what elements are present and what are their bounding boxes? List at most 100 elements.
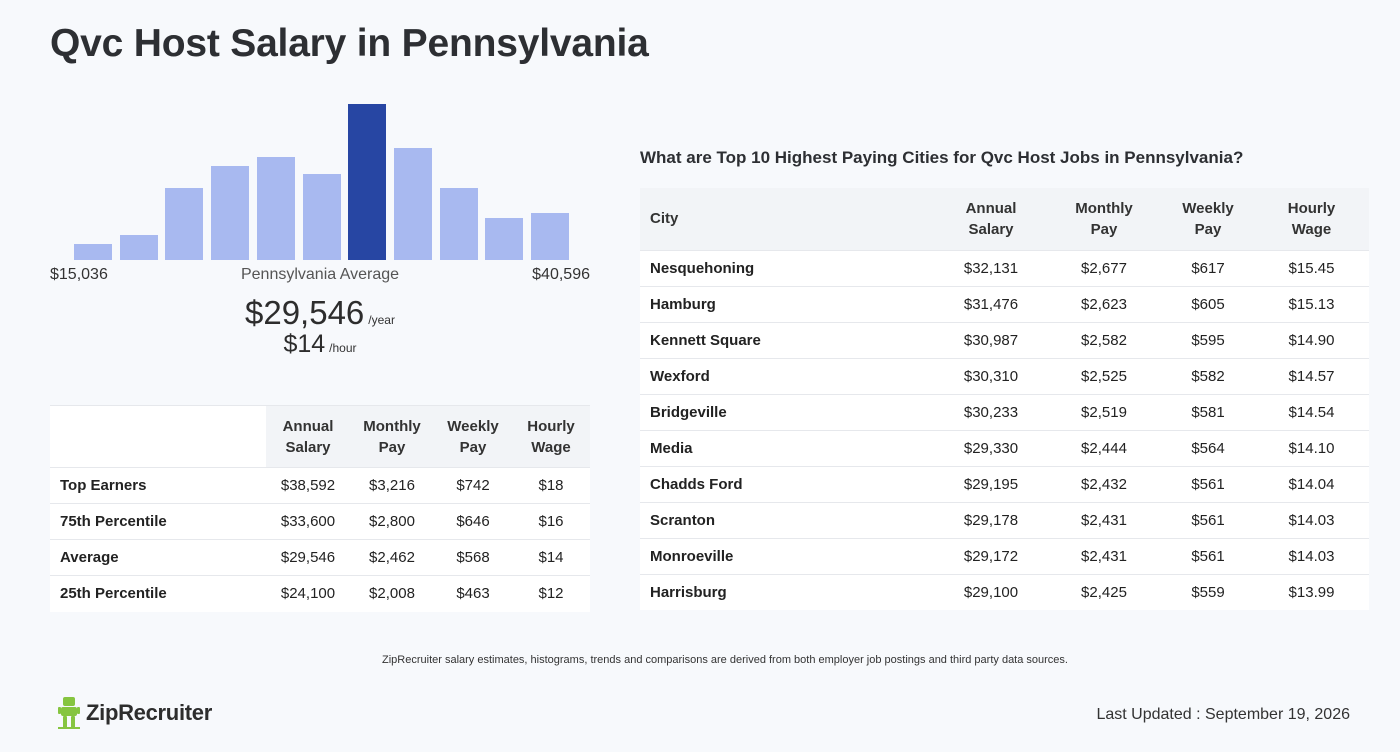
percentile-header-monthly: Monthly Pay <box>350 405 434 468</box>
percentile-row: Average $29,546 $2,462 $568 $14 <box>50 539 590 576</box>
percentile-cell: $2,800 <box>350 503 434 540</box>
hourly-salary-display: $14/hour <box>0 330 640 359</box>
salary-histogram <box>74 104 569 260</box>
city-cell: $2,431 <box>1046 501 1162 538</box>
hourly-salary-value: $14 <box>283 330 326 358</box>
histogram-bar <box>165 188 203 260</box>
city-cell: $581 <box>1162 393 1254 430</box>
header-line: Weekly <box>1182 199 1234 217</box>
city-name: Wexford <box>640 357 936 394</box>
header-line: Pay <box>1194 220 1222 238</box>
histogram-max-label: $40,596 <box>532 266 590 283</box>
percentile-cell: $2,008 <box>350 575 434 612</box>
city-row: Media $29,330 $2,444 $564 $14.10 <box>640 429 1369 466</box>
header-line: Wage <box>531 438 571 456</box>
ziprecruiter-logo-icon <box>58 697 80 729</box>
city-row: Kennett Square $30,987 $2,582 $595 $14.90 <box>640 321 1369 358</box>
percentile-cell: $463 <box>434 575 512 612</box>
percentile-header-weekly: Weekly Pay <box>434 405 512 468</box>
city-cell: $14.90 <box>1254 321 1369 358</box>
city-cell: $2,582 <box>1046 321 1162 358</box>
cities-header-city: City <box>640 188 936 250</box>
city-row: Scranton $29,178 $2,431 $561 $14.03 <box>640 501 1369 538</box>
header-line: Pay <box>459 438 487 456</box>
city-cell: $2,425 <box>1046 573 1162 610</box>
histogram-bar <box>485 218 523 260</box>
city-cell: $14.03 <box>1254 537 1369 574</box>
city-cell: $15.13 <box>1254 285 1369 322</box>
city-cell: $14.03 <box>1254 501 1369 538</box>
city-cell: $15.45 <box>1254 249 1369 286</box>
histogram-bar <box>74 244 112 260</box>
cities-header-annual: Annual Salary <box>936 188 1046 250</box>
city-cell: $605 <box>1162 285 1254 322</box>
histogram-bar <box>394 148 432 260</box>
hourly-salary-unit: /hour <box>329 341 357 355</box>
header-line: Wage <box>1291 220 1332 238</box>
histogram-min-label: $15,036 <box>50 266 108 283</box>
header-line: Hourly <box>1287 199 1336 217</box>
header-line: Monthly <box>1075 199 1133 217</box>
header-line: Salary <box>285 438 331 456</box>
header-line: Salary <box>968 220 1014 238</box>
city-cell: $32,131 <box>936 249 1046 286</box>
percentile-cell: $16 <box>512 503 590 540</box>
header-line: Hourly <box>527 417 575 435</box>
city-cell: $2,431 <box>1046 537 1162 574</box>
city-cell: $29,172 <box>936 537 1046 574</box>
histogram-average-label: Pennsylvania Average <box>240 266 400 283</box>
percentile-cell: $29,546 <box>266 539 350 576</box>
percentile-cell: $24,100 <box>266 575 350 612</box>
city-cell: $29,100 <box>936 573 1046 610</box>
annual-salary-value: $29,546 <box>245 294 365 331</box>
city-cell: $31,476 <box>936 285 1046 322</box>
page-title: Qvc Host Salary in Pennsylvania <box>50 22 649 65</box>
percentile-cell: $568 <box>434 539 512 576</box>
city-cell: $582 <box>1162 357 1254 394</box>
city-cell: $14.57 <box>1254 357 1369 394</box>
city-cell: $14.54 <box>1254 393 1369 430</box>
percentile-cell: $646 <box>434 503 512 540</box>
city-cell: $30,233 <box>936 393 1046 430</box>
percentile-header-hourly: Hourly Wage <box>512 405 590 468</box>
cities-header-monthly: Monthly Pay <box>1046 188 1162 250</box>
percentile-cell: $33,600 <box>266 503 350 540</box>
city-name: Kennett Square <box>640 321 936 358</box>
percentile-cell: $18 <box>512 467 590 504</box>
cities-header-hourly: Hourly Wage <box>1254 188 1369 250</box>
percentile-row: 75th Percentile $33,600 $2,800 $646 $16 <box>50 503 590 540</box>
header-line: Weekly <box>447 417 499 435</box>
percentile-header-annual: Annual Salary <box>266 405 350 468</box>
disclaimer-text: ZipRecruiter salary estimates, histogram… <box>382 654 1068 666</box>
header-line: Pay <box>378 438 406 456</box>
percentile-row-label: 25th Percentile <box>50 575 266 612</box>
city-cell: $29,330 <box>936 429 1046 466</box>
ziprecruiter-logo-text: ZipRecruiter <box>86 700 212 725</box>
header-line: Annual <box>965 199 1017 217</box>
city-row: Monroeville $29,172 $2,431 $561 $14.03 <box>640 537 1369 574</box>
ziprecruiter-logo[interactable]: ZipRecruiter <box>58 696 212 730</box>
last-updated: Last Updated : September 19, 2026 <box>1096 706 1350 723</box>
histogram-bar <box>303 174 341 260</box>
histogram-bar <box>257 157 295 260</box>
city-cell: $564 <box>1162 429 1254 466</box>
percentile-row-label: 75th Percentile <box>50 503 266 540</box>
city-cell: $14.04 <box>1254 465 1369 502</box>
percentile-cell: $742 <box>434 467 512 504</box>
percentile-table: Annual Salary Monthly Pay Weekly Pay Hourly… <box>50 405 590 612</box>
histogram-bar-average <box>348 104 386 260</box>
cities-table: City Annual Salary Monthly Pay Weekly Pay H… <box>640 188 1369 610</box>
percentile-cell: $14 <box>512 539 590 576</box>
histogram-bar <box>211 166 249 260</box>
city-cell: $559 <box>1162 573 1254 610</box>
percentile-cell: $2,462 <box>350 539 434 576</box>
city-cell: $2,432 <box>1046 465 1162 502</box>
header-line: Annual <box>282 417 334 435</box>
city-name: Media <box>640 429 936 466</box>
city-name: Monroeville <box>640 537 936 574</box>
city-cell: $30,310 <box>936 357 1046 394</box>
city-cell: $2,519 <box>1046 393 1162 430</box>
header-line: Pay <box>1090 220 1118 238</box>
city-cell: $561 <box>1162 501 1254 538</box>
histogram-bar <box>120 235 158 260</box>
